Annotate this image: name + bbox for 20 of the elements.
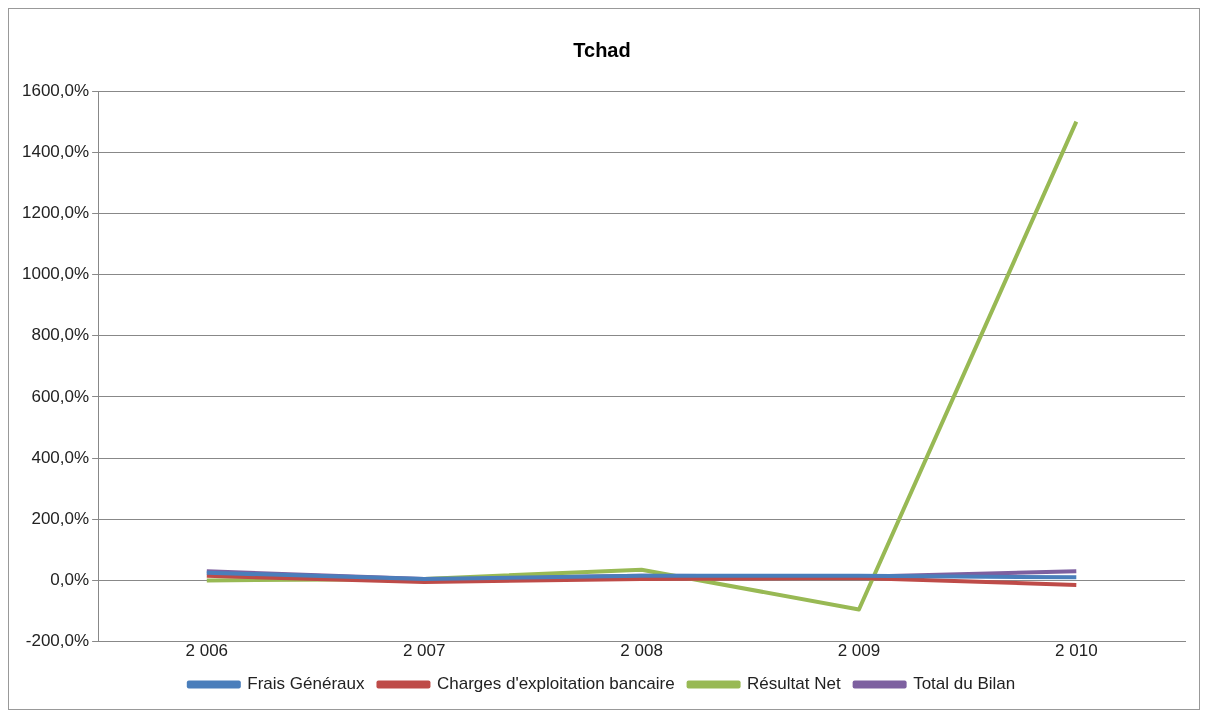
x-tick-label: 2 007 bbox=[402, 641, 446, 661]
x-tick-label: 2 010 bbox=[1055, 641, 1098, 661]
legend-label: Charges d'exploitation bancaire bbox=[436, 674, 675, 694]
chart-title: Tchad bbox=[573, 38, 631, 61]
y-tick-label: 800,0% bbox=[31, 325, 90, 345]
y-tick-label: 400,0% bbox=[31, 447, 90, 467]
legend-label: Total du Bilan bbox=[913, 674, 1016, 694]
y-tick-label: 1000,0% bbox=[21, 264, 90, 284]
y-tick-label: 1200,0% bbox=[21, 203, 90, 223]
x-tick-label: 2 008 bbox=[620, 641, 663, 661]
y-tick-label: 1400,0% bbox=[21, 141, 90, 161]
y-tick-label: -200,0% bbox=[25, 631, 90, 651]
legend-label: Frais Généraux bbox=[247, 674, 365, 694]
x-tick-label: 2 006 bbox=[185, 641, 229, 661]
y-tick-label: 0,0% bbox=[50, 570, 90, 590]
x-tick-label: 2 009 bbox=[837, 641, 881, 661]
y-tick-label: 200,0% bbox=[31, 508, 90, 528]
y-tick-label: 1600,0% bbox=[21, 80, 90, 100]
legend-label: Résultat Net bbox=[747, 674, 841, 694]
y-tick-label: 600,0% bbox=[31, 386, 90, 406]
